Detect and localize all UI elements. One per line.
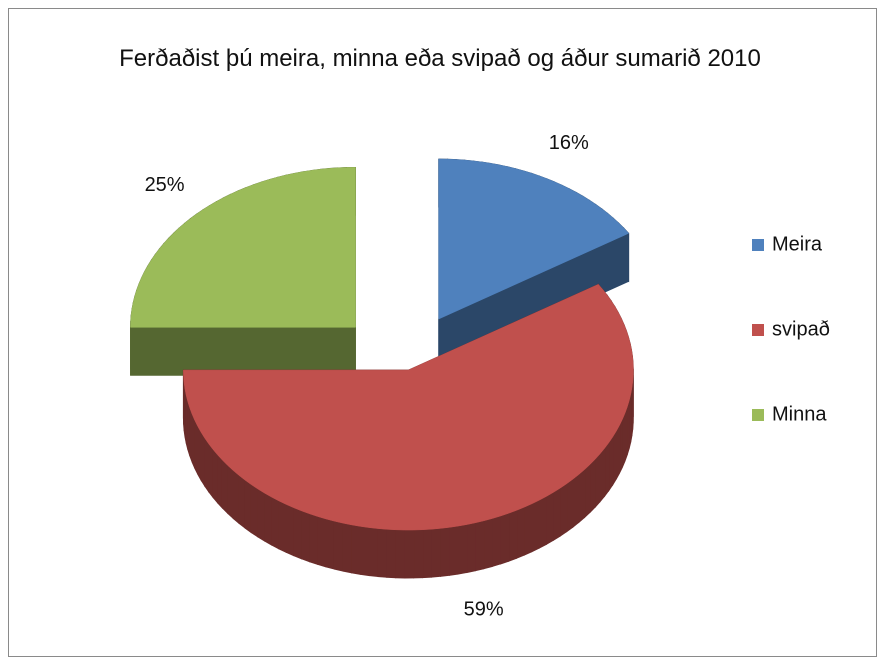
slice-side <box>238 474 246 529</box>
slice-side <box>589 458 596 514</box>
slice-side <box>232 469 240 525</box>
slice-side <box>257 488 265 542</box>
slice-side <box>440 526 450 577</box>
slice-side <box>333 520 344 572</box>
slice-side <box>395 529 406 579</box>
slice-side <box>301 510 310 563</box>
slice-side <box>584 463 591 519</box>
slice-side <box>325 518 335 570</box>
legend-label: Meira <box>772 233 823 255</box>
slice-side <box>250 483 259 538</box>
slice-side <box>386 528 397 579</box>
legend-label: Minna <box>772 403 827 425</box>
slice-side <box>457 524 468 575</box>
slice-side <box>516 506 525 559</box>
slice-side <box>604 441 610 498</box>
slice-side <box>309 513 319 566</box>
slice-side <box>212 448 218 504</box>
pie-slice <box>130 167 356 328</box>
slice-side <box>130 326 356 376</box>
slice-side <box>208 442 214 499</box>
slice-side <box>578 468 586 524</box>
slice-side <box>553 487 561 542</box>
legend-swatch <box>752 409 764 421</box>
slice-side <box>197 424 202 482</box>
data-label: 25% <box>145 174 185 196</box>
slice-side <box>483 517 493 570</box>
slice-side <box>293 507 302 560</box>
slice-side <box>413 529 424 579</box>
slice-side <box>271 496 280 550</box>
slice-side <box>227 464 234 520</box>
legend-swatch <box>752 324 764 336</box>
slice-side <box>566 478 574 533</box>
pie-slice <box>438 158 630 320</box>
slice-side <box>278 500 287 554</box>
data-label: 16% <box>549 132 589 154</box>
slice-side <box>531 499 540 553</box>
slice-side <box>200 430 206 488</box>
slice-side <box>244 479 252 534</box>
slice-side <box>572 473 580 528</box>
slice-side <box>264 492 272 546</box>
slice-side <box>615 424 621 480</box>
slice-side <box>466 522 476 574</box>
chart-title: Ferðaðist þú meira, minna eða svipað og … <box>119 45 761 72</box>
slice-side <box>431 527 441 578</box>
slice-side <box>475 520 485 572</box>
slice-side <box>317 515 327 568</box>
slice-side <box>523 503 533 556</box>
data-label: 59% <box>464 598 504 620</box>
slice-side <box>377 528 388 578</box>
chart-frame <box>8 8 877 657</box>
slice-side <box>500 512 510 565</box>
slice-side <box>599 447 606 503</box>
slice-side <box>404 529 415 579</box>
slice-side <box>217 453 223 510</box>
slice-side <box>359 525 370 577</box>
legend-swatch <box>752 239 764 251</box>
slice-side <box>221 459 228 515</box>
slice-side <box>448 525 459 576</box>
slice-side <box>491 515 501 568</box>
slice-side <box>508 509 518 562</box>
legend-label: svipað <box>772 318 830 340</box>
slice-side <box>285 503 295 557</box>
slice-side <box>342 522 352 574</box>
slice-side <box>538 495 547 549</box>
slice-side <box>608 435 614 492</box>
slice-side <box>351 524 361 575</box>
slice-side <box>559 482 568 537</box>
slice-side <box>612 429 617 487</box>
slice-side <box>422 528 432 579</box>
slice-side <box>546 491 554 546</box>
slice-side <box>368 527 379 578</box>
pie-slice <box>183 284 634 531</box>
slice-side <box>594 452 601 509</box>
slice-side <box>619 418 623 474</box>
slice-side <box>194 420 199 475</box>
slice-side <box>204 436 210 493</box>
